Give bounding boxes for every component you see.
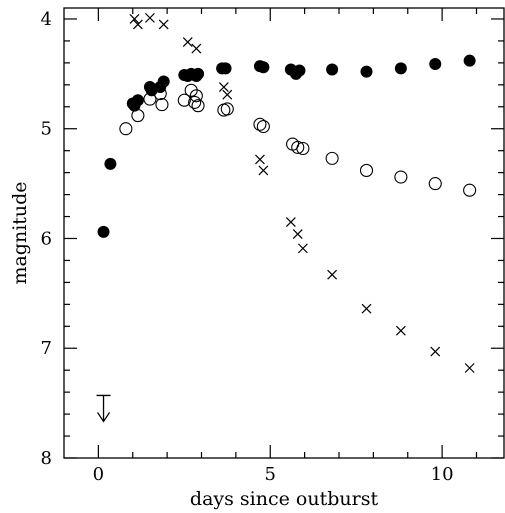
y-axis-label: magnitude [9, 181, 31, 284]
open-circle-point [155, 98, 169, 112]
open-circle-point [188, 95, 202, 109]
cross-point [145, 12, 155, 23]
cross-point [255, 154, 265, 165]
open-circle-point [325, 151, 339, 165]
open-circle-point [119, 122, 133, 136]
open-circle-point [253, 117, 267, 131]
open-circle-point [143, 92, 157, 106]
cross-point [327, 269, 338, 280]
open-circle-point [296, 141, 310, 156]
cross-point [129, 14, 140, 24]
cross-point [218, 82, 229, 92]
y-tick-label: 4 [41, 9, 52, 30]
filled-circle-point [394, 62, 407, 75]
filled-circle-point [326, 63, 339, 76]
open-circle-point [394, 170, 408, 184]
cross-point [297, 243, 308, 254]
filled-circle-point [257, 61, 270, 74]
open-circle-point [189, 89, 203, 103]
data-marks [96, 12, 477, 423]
open-circle-point [191, 99, 205, 113]
open-circle-point [463, 183, 477, 197]
plot-frame [63, 7, 505, 459]
cross-point [285, 217, 296, 227]
filled-circle-point [97, 225, 110, 238]
x-tick-label: 5 [265, 464, 276, 485]
cross-point [222, 89, 233, 100]
cross-point [361, 303, 372, 314]
x-axis-label: days since outburst [190, 488, 379, 510]
filled-circle-point [192, 67, 205, 80]
cross-point [132, 19, 143, 30]
y-tick-label: 6 [41, 228, 52, 249]
cross-point [191, 43, 202, 54]
open-circle-point [153, 87, 167, 101]
filled-circle-point [463, 54, 476, 67]
cross-point [430, 346, 441, 357]
filled-circle-point [131, 94, 144, 107]
open-circle-point [177, 93, 191, 107]
y-tick-label: 8 [41, 448, 52, 469]
open-circle-point [131, 109, 145, 123]
cross-point [158, 19, 169, 30]
filled-circle-point [360, 65, 373, 78]
filled-circle-point [429, 57, 442, 70]
filled-circle-point [104, 157, 117, 170]
x-tick-label: 0 [93, 464, 104, 485]
cross-point [258, 165, 269, 176]
upper-limit-arrow [96, 394, 111, 423]
cross-point [182, 37, 193, 47]
cross-point [395, 325, 406, 336]
open-circle-point [428, 177, 442, 191]
y-tick-label: 5 [41, 119, 52, 140]
axis-ticks [64, 8, 504, 459]
filled-circle-point [219, 62, 232, 75]
cross-point [464, 363, 475, 373]
filled-circle-point [157, 75, 170, 88]
open-circle-point [359, 163, 374, 177]
y-tick-label: 7 [41, 338, 52, 359]
open-circle-point [256, 119, 270, 134]
cross-point [292, 229, 303, 240]
open-circle-point [291, 140, 305, 154]
filled-circle-point [293, 64, 306, 77]
axis-tick-labels: 0 5 10 4 5 6 7 8 [41, 9, 454, 485]
open-circle-point [220, 102, 234, 116]
x-tick-label: 10 [431, 464, 454, 485]
